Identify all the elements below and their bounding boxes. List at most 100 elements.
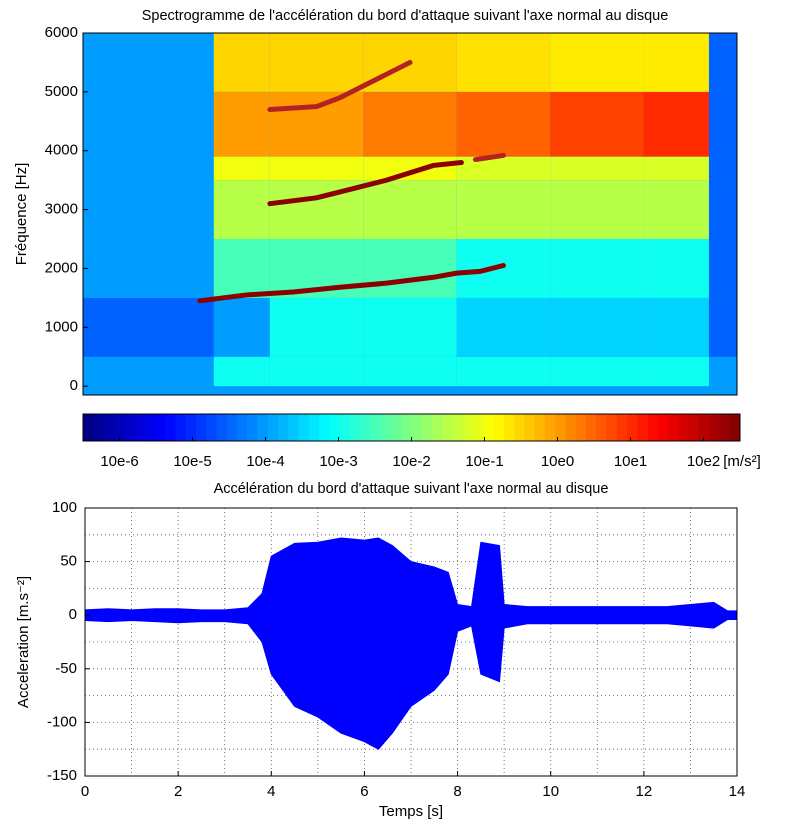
- colorbar-swatch: [442, 414, 454, 441]
- colorbar-swatch: [329, 414, 341, 441]
- heat-cell: [363, 239, 457, 298]
- heat-cell: [550, 180, 644, 240]
- signal-envelope: [84, 614, 738, 750]
- colorbar-swatch: [483, 414, 495, 441]
- plot-frame: [84, 507, 738, 777]
- heat-cell: [456, 91, 551, 157]
- y-axis-label: Acceleration [m.s⁻²]: [15, 576, 32, 708]
- y-tick-label: 4000: [45, 142, 78, 159]
- colorbar-swatch: [678, 414, 690, 441]
- y-tick-label: 3000: [45, 201, 78, 218]
- heat-cell: [83, 180, 214, 240]
- signal-title: Accélération du bord d'attaque suivant l…: [214, 481, 609, 497]
- colorbar-tick-label: 10e1: [614, 453, 647, 470]
- x-tick-label: 10: [542, 783, 559, 800]
- heat-cell: [213, 33, 270, 92]
- y-axis-label: Fréquence [Hz]: [13, 163, 30, 266]
- colorbar-tick-label: 10e-1: [465, 453, 503, 470]
- heat-cell: [643, 33, 709, 92]
- x-tick-label: 2: [174, 783, 182, 800]
- colorbar-swatch: [206, 414, 217, 441]
- colorbar-swatch: [267, 414, 279, 441]
- colorbar-tick-label: 10e-6: [100, 453, 138, 470]
- heat-cell: [643, 180, 709, 240]
- heat-cell: [213, 91, 270, 157]
- colorbar-tick-label: 10e0: [541, 453, 574, 470]
- colorbar-swatch: [452, 414, 464, 441]
- heat-cell: [456, 297, 551, 357]
- heat-cell: [363, 91, 457, 157]
- colorbar-tick-label: 10e2: [687, 453, 720, 470]
- heat-cell: [269, 156, 364, 181]
- colorbar-swatch: [616, 414, 628, 441]
- y-tick-label: 50: [60, 553, 77, 570]
- x-tick-label: 0: [81, 783, 89, 800]
- colorbar-swatch: [709, 414, 720, 441]
- heat-cell: [708, 239, 737, 298]
- colorbar-swatch: [462, 414, 474, 441]
- heat-cell: [363, 356, 457, 387]
- colorbar-swatch: [308, 414, 320, 441]
- heat-cell: [83, 156, 214, 181]
- colorbar-swatch: [565, 414, 577, 441]
- colorbar-tick-label: 10e-4: [246, 453, 284, 470]
- colorbar-swatch: [524, 414, 536, 441]
- x-tick-label: 12: [636, 783, 653, 800]
- y-tick-label: 1000: [45, 318, 78, 335]
- plot-frame: [82, 32, 738, 396]
- colorbar-swatch: [657, 414, 669, 441]
- colorbar-swatch: [257, 414, 269, 441]
- x-axis-label: Temps [s]: [379, 803, 443, 820]
- colorbar-swatch: [401, 414, 412, 441]
- y-tick-label: 6000: [45, 24, 78, 41]
- heat-cell: [83, 297, 214, 357]
- colorbar-tick-label: 10e-5: [173, 453, 211, 470]
- colorbar-swatch: [544, 414, 556, 441]
- heat-cell: [456, 180, 551, 240]
- x-tick-label: 8: [453, 783, 461, 800]
- heat-cell: [550, 156, 644, 181]
- colorbar-swatch: [534, 414, 546, 441]
- x-tick-label: 4: [267, 783, 275, 800]
- heat-cell: [269, 356, 364, 387]
- colorbar-swatch: [339, 414, 351, 441]
- colorbar-swatch: [370, 414, 382, 441]
- heat-cell: [269, 33, 364, 92]
- y-tick-label: 5000: [45, 83, 78, 100]
- heat-cell: [213, 239, 270, 298]
- colorbar-swatch: [360, 414, 371, 441]
- heat-cell: [708, 33, 737, 92]
- y-tick-label: -100: [47, 713, 77, 730]
- heat-cell: [643, 91, 709, 157]
- heat-cell: [83, 356, 214, 387]
- colorbar-swatch: [627, 414, 638, 441]
- heat-cell: [550, 297, 644, 357]
- heat-cell: [550, 239, 644, 298]
- heat-cell: [708, 156, 737, 181]
- colorbar-swatch: [668, 414, 679, 441]
- y-tick-label: -50: [55, 660, 77, 677]
- colorbar-swatch: [421, 414, 433, 441]
- heat-cell: [213, 156, 270, 181]
- colorbar-unit: [m/s²]: [723, 453, 761, 470]
- heat-cell: [83, 239, 214, 298]
- colorbar-swatch: [83, 414, 94, 441]
- heat-cell: [708, 297, 737, 357]
- heat-cell: [456, 33, 551, 92]
- colorbar-swatch: [247, 414, 259, 441]
- y-tick-label: 100: [52, 499, 77, 516]
- colorbar-swatch: [185, 414, 197, 441]
- colorbar-swatch: [195, 414, 207, 441]
- colorbar-swatch: [175, 414, 187, 441]
- colorbar-swatch: [637, 414, 649, 441]
- colorbar-swatch: [278, 414, 289, 441]
- ridge: [267, 159, 464, 207]
- colorbar-swatch: [473, 414, 484, 441]
- colorbar-swatch: [288, 414, 300, 441]
- heat-cell: [213, 356, 270, 387]
- colorbar-swatch: [93, 414, 105, 441]
- heat-cell: [456, 356, 551, 387]
- x-tick-label: 6: [360, 783, 368, 800]
